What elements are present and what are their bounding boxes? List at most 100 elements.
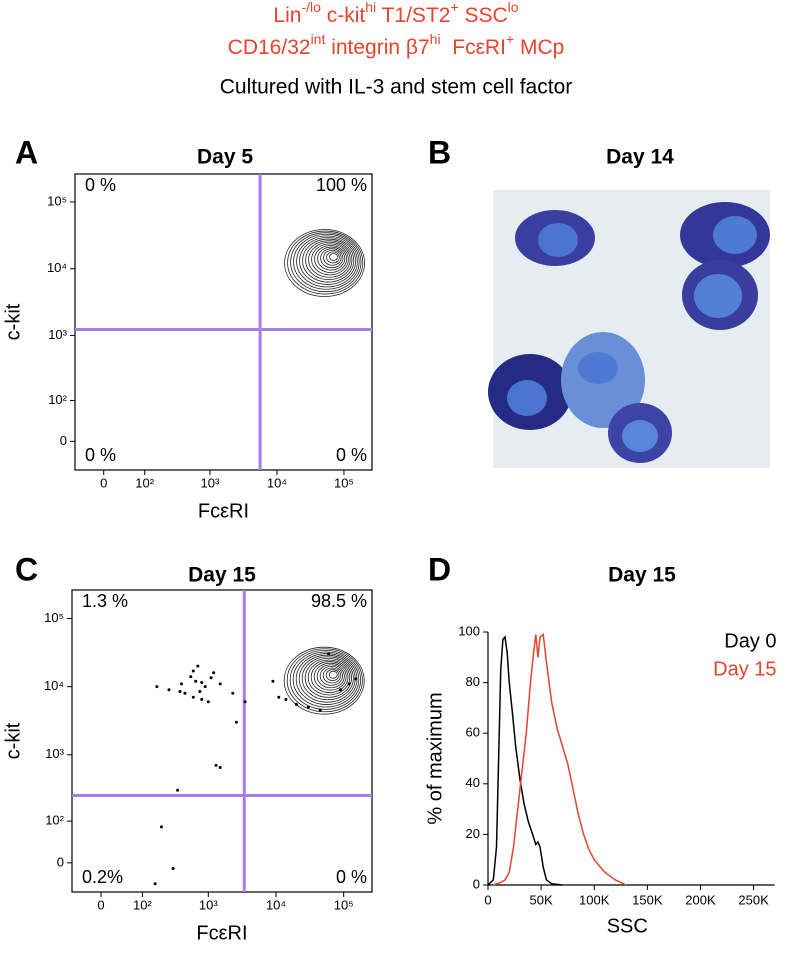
event-dot <box>284 697 288 701</box>
event-dot <box>206 700 210 704</box>
panel-label: C <box>15 551 38 587</box>
event-dot <box>209 676 213 680</box>
header-text: c-kit <box>321 4 365 27</box>
event-dot <box>277 695 281 699</box>
contour <box>304 657 352 698</box>
contour <box>302 238 355 283</box>
x-axis-label: SSC <box>607 915 648 937</box>
panel-label: A <box>15 134 38 170</box>
event-dot <box>218 682 222 686</box>
contour <box>320 248 344 269</box>
panel-title: Day 15 <box>608 564 676 587</box>
y-tick-label: 40 <box>466 775 480 790</box>
event-dot <box>179 682 183 686</box>
superscript: int <box>311 31 326 47</box>
x-axis-label: FcεRI <box>196 922 247 944</box>
y-tick-label: 60 <box>466 725 480 740</box>
event-dot <box>218 766 222 770</box>
event-dot <box>234 720 238 724</box>
event-dot <box>159 825 163 829</box>
legend-label: Day 15 <box>713 658 776 680</box>
y-axis-label: c-kit <box>2 722 24 759</box>
event-dot <box>318 708 322 712</box>
event-dot <box>203 685 207 689</box>
event-dot <box>153 882 157 886</box>
quadrant-label: 1.3 % <box>82 591 128 611</box>
contour <box>293 233 360 290</box>
x-tick-label: 10⁵ <box>334 475 354 490</box>
event-dot <box>347 682 351 686</box>
y-tick-label: 0 <box>60 433 67 448</box>
x-tick-label: 0 <box>100 475 107 490</box>
header-line2: CD16/32int integrin β7hi FcεRI+ MCp <box>228 31 565 59</box>
contour <box>328 670 338 679</box>
y-axis-label: % of maximum <box>424 692 446 824</box>
event-dot <box>191 669 195 673</box>
x-tick-label: 10³ <box>199 897 218 912</box>
contour <box>323 249 342 266</box>
event-dot <box>200 697 204 701</box>
contour <box>313 662 347 691</box>
contour <box>325 669 340 681</box>
y-tick-label: 10² <box>45 813 64 828</box>
panel-title: Day 15 <box>188 564 256 587</box>
event-dot <box>167 688 171 692</box>
legend-label: Day 0 <box>724 630 776 652</box>
quadrant-label: 98.5 % <box>311 591 367 611</box>
y-tick-label: 10⁴ <box>44 678 64 693</box>
x-tick-label: 10² <box>133 897 152 912</box>
x-tick-label: 0 <box>97 897 104 912</box>
header-text: integrin β7 <box>325 36 429 59</box>
x-tick-label: 10⁴ <box>266 897 286 912</box>
event-dot <box>231 691 235 695</box>
panel-title: Day 14 <box>606 146 674 169</box>
contour <box>329 253 338 261</box>
y-tick-label: 20 <box>466 826 480 841</box>
event-dot <box>194 679 198 683</box>
event-dot <box>214 763 218 767</box>
x-tick-label: 50K <box>530 892 553 907</box>
contour <box>289 649 361 710</box>
plot-frame <box>74 173 373 471</box>
y-tick-label: 100 <box>458 623 480 638</box>
contour <box>305 240 353 281</box>
contour <box>292 651 360 708</box>
y-tick-label: 0 <box>57 854 64 869</box>
x-tick-label: 150K <box>632 892 663 907</box>
y-tick-label: 10⁵ <box>47 193 67 208</box>
event-dot <box>176 788 180 792</box>
quadrant-label: 0 % <box>336 445 367 465</box>
x-tick-label: 10² <box>135 475 154 490</box>
contour <box>307 659 351 696</box>
x-tick-label: 10⁴ <box>267 475 287 490</box>
contour <box>319 665 343 686</box>
event-dot <box>294 702 298 706</box>
contour <box>317 246 346 271</box>
header-line3: Cultured with IL-3 and stem cell factor <box>220 76 573 99</box>
contour <box>326 251 340 264</box>
x-tick-label: 250K <box>738 892 769 907</box>
event-dot <box>178 689 182 693</box>
event-dot <box>196 664 200 668</box>
contour <box>286 648 363 713</box>
y-axis-label: c-kit <box>2 303 24 340</box>
event-dot <box>354 677 358 681</box>
header-text: MCp <box>514 36 564 59</box>
event-dot <box>271 679 275 683</box>
y-tick-label: 10³ <box>48 327 67 342</box>
contour <box>287 230 364 295</box>
event-dot <box>327 652 331 656</box>
x-tick-label: 10³ <box>201 475 220 490</box>
header-text: SSC <box>459 4 508 27</box>
event-dot <box>212 671 216 675</box>
y-tick-label: 10⁵ <box>44 610 64 625</box>
micrograph <box>488 190 770 468</box>
contour <box>310 661 349 693</box>
superscript: lo <box>508 0 519 15</box>
y-tick-label: 10³ <box>45 746 64 761</box>
quadrant-label: 0 % <box>85 445 116 465</box>
x-tick-label: 200K <box>685 892 716 907</box>
contour <box>301 656 354 701</box>
event-dot <box>306 705 310 709</box>
